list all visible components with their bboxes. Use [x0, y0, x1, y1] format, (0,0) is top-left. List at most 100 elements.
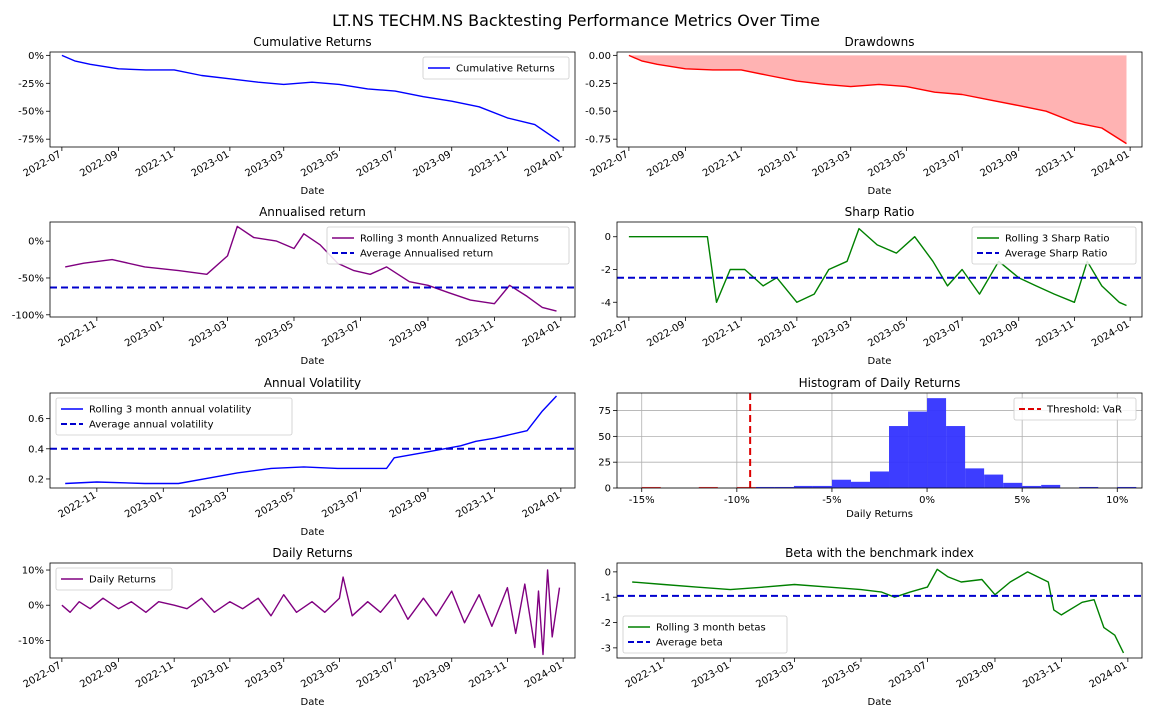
legend-label: Rolling 3 month annual volatility	[89, 405, 251, 416]
histogram-bar	[831, 479, 851, 488]
subplot-title: Daily Returns	[272, 546, 352, 560]
y-tick-label: 0%	[28, 237, 44, 248]
y-tick-label: 0%	[28, 51, 44, 62]
subplot-title: Beta with the benchmark index	[785, 546, 974, 560]
axes-frame	[49, 51, 576, 148]
plot-area	[50, 395, 575, 485]
axes-frame	[616, 562, 1143, 659]
axes-frame	[616, 392, 1143, 489]
y-tick-label: -0.25	[585, 79, 611, 90]
histogram-bar	[1022, 485, 1042, 488]
series-line	[628, 54, 1127, 145]
series-line	[61, 54, 560, 142]
x-axis-label: Date	[301, 186, 325, 197]
y-tick-label: -100%	[12, 310, 44, 321]
histogram-bar	[984, 474, 1004, 488]
histogram-bar	[736, 486, 756, 488]
legend: Threshold: VaR	[1013, 397, 1137, 421]
x-axis-label: Date	[301, 697, 325, 708]
x-tick-label: -15%	[629, 495, 655, 506]
x-axis-label: Date	[301, 527, 325, 538]
plot-area	[641, 393, 1137, 488]
axes-frame	[616, 51, 1143, 148]
legend-label: Cumulative Returns	[456, 64, 555, 75]
subplot-title: Annual Volatility	[264, 376, 361, 390]
histogram-bar	[965, 468, 985, 488]
y-tick-label: 0.00	[589, 51, 611, 62]
y-tick-label: -0.75	[585, 135, 611, 146]
drawdown-area	[628, 55, 1127, 144]
histogram-bar	[755, 486, 775, 488]
x-axis-label: Date	[868, 356, 892, 367]
legend-box	[326, 226, 570, 265]
histogram-bar	[1041, 484, 1061, 488]
y-tick-label: -3	[601, 643, 611, 654]
y-tick-label: -0.50	[585, 107, 611, 118]
legend-box	[971, 226, 1137, 265]
x-axis-label: Date	[868, 697, 892, 708]
legend: Rolling 3 Sharp Ratio Average Sharp Ratio	[971, 226, 1137, 265]
legend: Cumulative Returns	[422, 56, 570, 80]
histogram-bar	[850, 481, 870, 488]
histogram-bar	[1003, 482, 1023, 488]
legend: Rolling 3 month annual volatility Average…	[55, 397, 293, 436]
figure-title: LT.NS TECHM.NS Backtesting Performance M…	[332, 11, 820, 30]
x-axis-label: Daily Returns	[846, 509, 913, 520]
legend-label: Average annual volatility	[89, 420, 214, 431]
series-line	[632, 568, 1125, 654]
y-tick-label: 0	[605, 567, 611, 578]
histogram-bar	[927, 398, 947, 488]
y-tick-label: -10%	[18, 636, 44, 647]
legend-label: Average Sharp Ratio	[1005, 249, 1107, 260]
y-tick-label: -2	[601, 618, 611, 629]
x-tick-label: 0%	[919, 495, 935, 506]
y-tick-label: -1	[601, 593, 611, 604]
x-tick-label: -10%	[724, 495, 750, 506]
legend-label: Average beta	[656, 638, 723, 649]
subplot-title: Drawdowns	[845, 35, 915, 49]
histogram-bar	[889, 426, 909, 488]
subplot-histogram-daily-returns: Histogram of Daily Returns 0 25 50 75 -15% -10…	[598, 376, 1143, 520]
axes-frame	[49, 392, 576, 489]
legend-label: Threshold: VaR	[1046, 405, 1122, 416]
histogram-bar	[1079, 486, 1099, 488]
series-line	[61, 569, 561, 656]
histogram-bar	[774, 486, 794, 488]
legend-box	[622, 615, 788, 654]
plot-area	[628, 54, 1127, 145]
histogram-bar	[869, 471, 890, 488]
y-tick-label: 0	[605, 484, 611, 495]
histogram-bar	[812, 485, 832, 488]
plot-area	[61, 569, 561, 656]
x-axis-label: Date	[301, 356, 325, 367]
y-tick-label: 25	[598, 458, 611, 469]
legend-box	[55, 567, 173, 591]
y-tick-label: -4	[601, 298, 611, 309]
subplot-title: Sharp Ratio	[845, 205, 915, 219]
legend-label: Daily Returns	[89, 575, 156, 586]
subplot-title: Cumulative Returns	[253, 35, 371, 49]
legend-box	[1013, 397, 1137, 421]
y-tick-label: 75	[598, 406, 611, 417]
legend: Daily Returns	[55, 567, 173, 591]
legend-label: Rolling 3 month betas	[656, 623, 766, 634]
y-tick-label: 0.4	[28, 444, 44, 455]
y-tick-label: 10%	[22, 566, 44, 577]
y-tick-label: -50%	[18, 107, 44, 118]
legend-label: Rolling 3 month Annualized Returns	[360, 234, 539, 245]
plot-area	[617, 568, 1142, 654]
axes-frame	[49, 221, 576, 318]
legend: Rolling 3 month betas Average beta	[622, 615, 788, 654]
y-tick-label: -2	[601, 265, 611, 276]
x-tick-label: 5%	[1014, 495, 1030, 506]
x-tick-label: 10%	[1106, 495, 1128, 506]
histogram-bar	[698, 486, 718, 488]
histogram-bar	[1117, 486, 1137, 488]
histogram-bar	[946, 426, 966, 488]
histogram-bar	[908, 411, 928, 488]
histogram-bar	[793, 485, 813, 488]
x-axis-label: Date	[868, 186, 892, 197]
plot-area	[61, 54, 560, 142]
